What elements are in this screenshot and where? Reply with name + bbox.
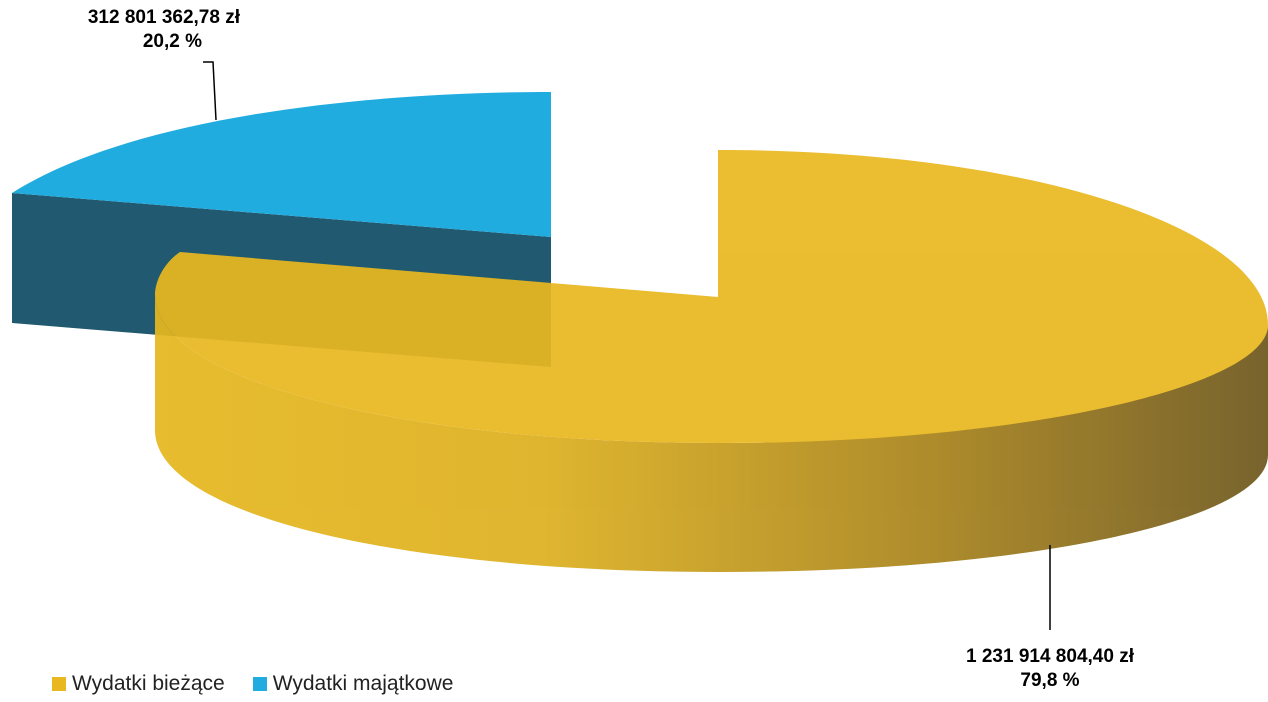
slice-biezace-top bbox=[155, 150, 1268, 443]
leader-line-majatkowe bbox=[203, 61, 217, 121]
label-biezace-percent: 79,8 % bbox=[1020, 670, 1080, 691]
legend-label-biezace: Wydatki bieżące bbox=[72, 672, 225, 695]
label-majatkowe: 312 801 362,78 zł 20,2 % bbox=[40, 6, 240, 54]
legend-swatch-biezace bbox=[52, 677, 66, 691]
legend-item-majatkowe: Wydatki majątkowe bbox=[252, 672, 454, 696]
label-majatkowe-value: 312 801 362,78 zł bbox=[87, 7, 240, 28]
legend-item-biezace: Wydatki bieżące bbox=[52, 672, 225, 696]
slice-majatkowe-top bbox=[12, 92, 551, 237]
legend-swatch-majatkowe bbox=[252, 677, 267, 691]
label-biezace-value: 1 231 914 804,40 zł bbox=[966, 646, 1134, 667]
chart-legend: Wydatki bieżące Wydatki majątkowe bbox=[52, 672, 481, 696]
slice-wydatki-biezace bbox=[155, 150, 1268, 572]
slice-biezace-side bbox=[155, 295, 1268, 572]
label-biezace: 1 231 914 804,40 zł 79,8 % bbox=[930, 645, 1170, 693]
legend-label-majatkowe: Wydatki majątkowe bbox=[272, 672, 454, 695]
label-majatkowe-percent: 20,2 % bbox=[142, 31, 202, 52]
